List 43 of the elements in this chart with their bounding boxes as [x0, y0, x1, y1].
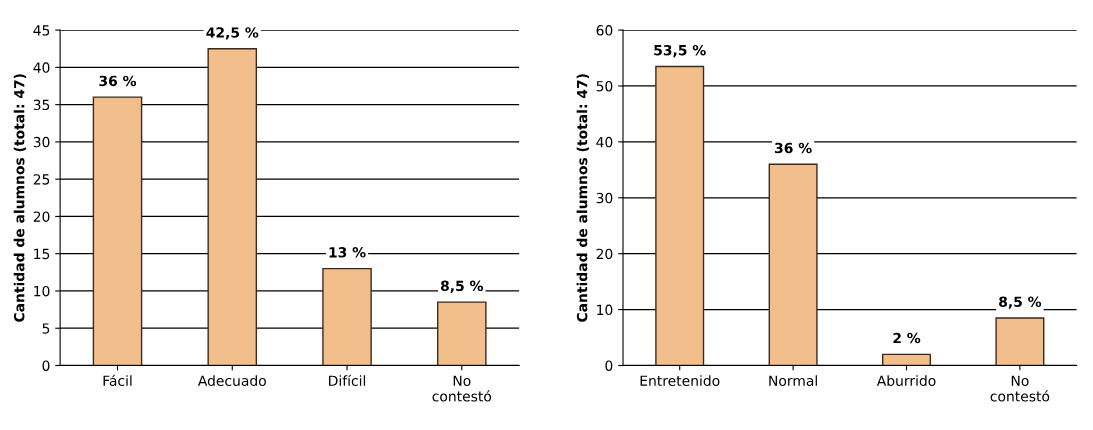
- data-label: 53,5 %: [654, 44, 706, 58]
- y-tick-label: 35: [33, 99, 50, 111]
- bar: [995, 317, 1045, 366]
- y-tick-label: 10: [597, 304, 613, 316]
- x-tick-label: Normal: [769, 375, 817, 386]
- y-tick-label: 30: [596, 192, 613, 204]
- data-label: 8,5 %: [999, 296, 1042, 309]
- y-tick-label: 20: [33, 211, 50, 222]
- y-axis-title: Cantidad de alumnos (total: 47): [13, 74, 27, 322]
- data-label: 2 %: [893, 332, 921, 344]
- y-tick-label: 15: [34, 248, 50, 260]
- bar: [92, 96, 143, 366]
- data-label: 36 %: [775, 142, 812, 154]
- bar: [322, 267, 372, 366]
- bar: [436, 301, 487, 366]
- y-tick-label: 20: [596, 248, 613, 260]
- x-tick-label: Entretenido: [640, 375, 720, 386]
- bar: [881, 353, 932, 366]
- y-tick-label: 60: [596, 25, 613, 36]
- bar: [768, 163, 818, 366]
- y-tick-label: 5: [42, 323, 50, 334]
- data-label: 42,5 %: [206, 27, 259, 40]
- x-tick-label: No contestó: [990, 375, 1050, 402]
- y-tick-label: 10: [34, 285, 50, 297]
- y-tick-label: 30: [33, 136, 50, 148]
- bar: [207, 48, 258, 366]
- y-tick-label: 25: [33, 174, 50, 185]
- bar: [655, 65, 705, 366]
- x-tick-label: Adecuado: [197, 375, 266, 386]
- x-tick-label: Difícil: [329, 374, 366, 386]
- x-tick-label: No contestó: [432, 375, 492, 402]
- y-tick-label: 40: [33, 62, 50, 73]
- y-tick-label: 0: [42, 360, 50, 371]
- y-axis-title: Cantidad de alumnos (total: 47): [576, 74, 589, 322]
- data-label: 13 %: [329, 247, 366, 258]
- x-tick-label: Fácil: [103, 374, 132, 386]
- y-tick-label: 40: [596, 136, 613, 148]
- y-tick-label: 45: [33, 25, 50, 36]
- y-tick-label: 0: [605, 360, 613, 371]
- data-label: 8,5 %: [440, 280, 484, 293]
- x-tick-label: Aburrido: [876, 375, 936, 386]
- y-tick-label: 50: [596, 80, 613, 92]
- data-label: 36 %: [99, 75, 137, 87]
